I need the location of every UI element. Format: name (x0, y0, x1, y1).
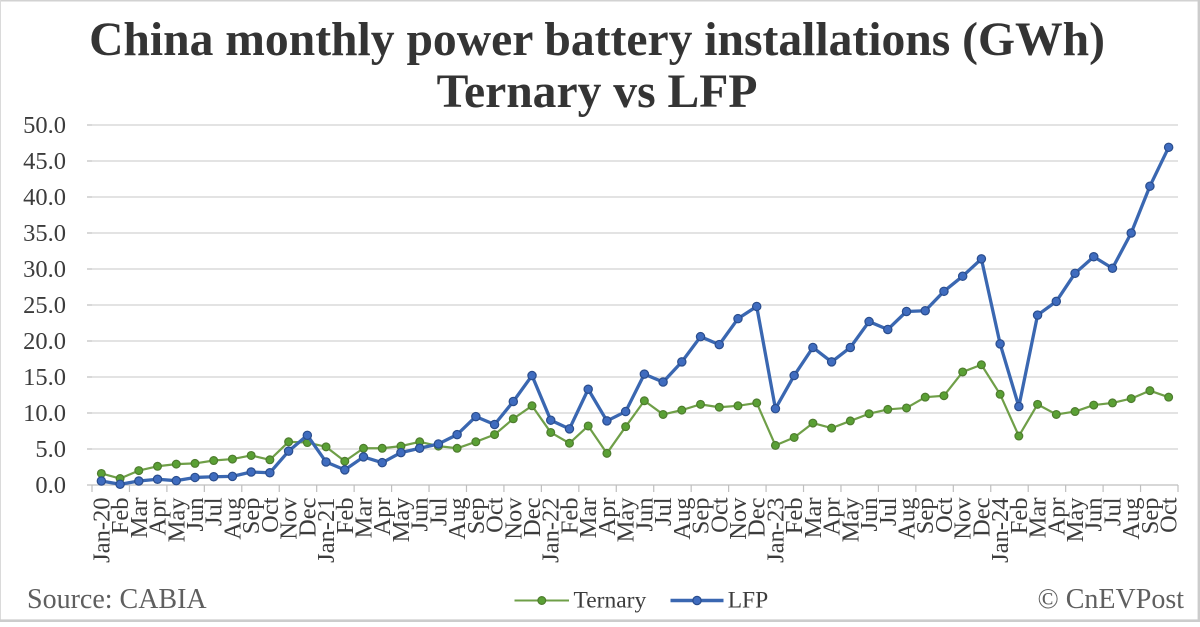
svg-text:Feb: Feb (556, 498, 583, 535)
svg-text:50.0: 50.0 (23, 112, 66, 139)
svg-text:China monthly power battery in: China monthly power battery installation… (89, 14, 1105, 66)
svg-text:Jan-23: Jan-23 (762, 498, 789, 563)
svg-text:Apr: Apr (145, 498, 172, 536)
svg-text:Apr: Apr (594, 498, 621, 536)
svg-text:Sep: Sep (1137, 498, 1164, 535)
svg-text:Mar: Mar (351, 498, 378, 539)
svg-text:Oct: Oct (1156, 497, 1183, 533)
svg-text:Oct: Oct (482, 497, 509, 533)
svg-text:15.0: 15.0 (23, 364, 66, 391)
svg-text:Ternary vs LFP: Ternary vs LFP (437, 66, 758, 118)
svg-text:25.0: 25.0 (23, 292, 66, 319)
svg-text:40.0: 40.0 (23, 184, 66, 211)
svg-text:May: May (1062, 497, 1089, 543)
svg-text:© CnEVPost: © CnEVPost (1037, 584, 1184, 615)
svg-text:Sep: Sep (238, 498, 265, 535)
svg-text:Aug: Aug (669, 498, 696, 540)
svg-text:Apr: Apr (369, 498, 396, 536)
svg-text:35.0: 35.0 (23, 220, 66, 247)
svg-text:Mar: Mar (1025, 498, 1052, 539)
svg-text:Nov: Nov (725, 497, 752, 540)
svg-text:Mar: Mar (800, 498, 827, 539)
svg-text:Dec: Dec (968, 497, 995, 537)
svg-text:5.0: 5.0 (35, 436, 66, 463)
svg-text:Feb: Feb (781, 498, 808, 535)
svg-text:Feb: Feb (107, 498, 134, 535)
svg-text:Ternary: Ternary (574, 588, 647, 614)
svg-text:Apr: Apr (1043, 498, 1070, 536)
svg-text:Sep: Sep (463, 498, 490, 535)
svg-text:Mar: Mar (126, 498, 153, 539)
svg-text:Jul: Jul (1099, 497, 1126, 526)
svg-text:Nov: Nov (276, 497, 303, 540)
svg-text:Jan-21: Jan-21 (313, 498, 340, 563)
svg-text:Aug: Aug (444, 498, 471, 540)
svg-text:Dec: Dec (519, 497, 546, 537)
svg-text:Jul: Jul (425, 497, 452, 526)
svg-text:Sep: Sep (688, 498, 715, 535)
svg-text:Jun: Jun (182, 498, 209, 532)
svg-text:Aug: Aug (1118, 498, 1145, 540)
svg-text:Jan-24: Jan-24 (987, 498, 1014, 563)
svg-text:Source: CABIA: Source: CABIA (27, 584, 207, 615)
svg-text:Oct: Oct (706, 497, 733, 533)
svg-text:Jul: Jul (875, 497, 902, 526)
svg-text:May: May (837, 497, 864, 543)
svg-text:Jun: Jun (856, 498, 883, 532)
svg-text:Aug: Aug (219, 498, 246, 540)
svg-text:Jan-20: Jan-20 (88, 498, 115, 563)
svg-text:Oct: Oct (931, 497, 958, 533)
svg-text:May: May (388, 497, 415, 543)
svg-text:45.0: 45.0 (23, 148, 66, 175)
svg-text:Jun: Jun (631, 498, 658, 532)
svg-text:Sep: Sep (912, 498, 939, 535)
svg-text:May: May (613, 497, 640, 543)
svg-text:Feb: Feb (332, 498, 359, 535)
svg-text:Jun: Jun (1081, 498, 1108, 532)
svg-text:30.0: 30.0 (23, 256, 66, 283)
svg-text:Mar: Mar (575, 498, 602, 539)
svg-text:Jul: Jul (650, 497, 677, 526)
svg-text:Aug: Aug (894, 498, 921, 540)
svg-text:Dec: Dec (744, 497, 771, 537)
svg-text:Oct: Oct (257, 497, 284, 533)
svg-text:Jun: Jun (407, 498, 434, 532)
svg-text:0.0: 0.0 (35, 472, 66, 499)
svg-text:Jul: Jul (201, 497, 228, 526)
svg-text:Apr: Apr (819, 498, 846, 536)
svg-text:Jan-22: Jan-22 (538, 498, 565, 563)
svg-text:May: May (163, 497, 190, 543)
svg-text:LFP: LFP (728, 588, 769, 614)
svg-text:20.0: 20.0 (23, 328, 66, 355)
svg-text:10.0: 10.0 (23, 400, 66, 427)
svg-text:Dec: Dec (294, 497, 321, 537)
svg-text:Nov: Nov (950, 497, 977, 540)
svg-text:Feb: Feb (1006, 498, 1033, 535)
svg-text:Nov: Nov (500, 497, 527, 540)
